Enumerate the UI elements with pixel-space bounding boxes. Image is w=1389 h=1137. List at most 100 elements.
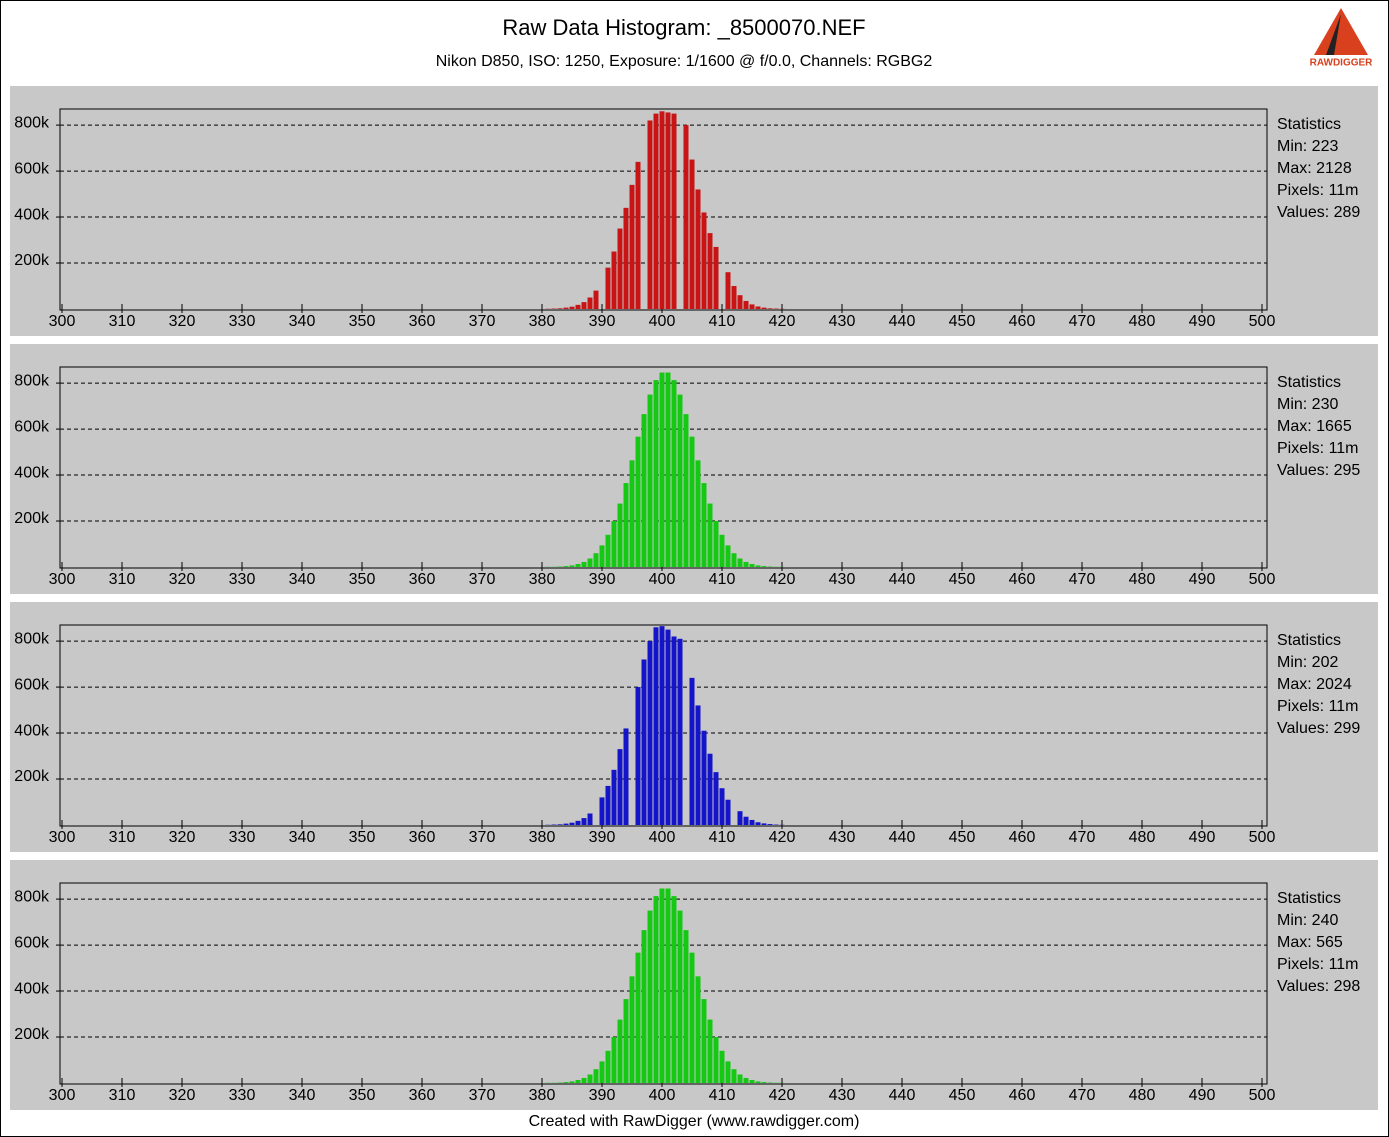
bar bbox=[713, 246, 719, 309]
bar bbox=[755, 1081, 761, 1083]
bar bbox=[635, 161, 641, 309]
bar bbox=[569, 306, 575, 309]
y-tick-label: 800k bbox=[14, 372, 50, 389]
x-tick-label: 350 bbox=[349, 313, 376, 330]
bar bbox=[647, 120, 653, 309]
bar bbox=[749, 819, 755, 825]
bar bbox=[683, 125, 689, 310]
bar bbox=[569, 822, 575, 825]
bar bbox=[677, 638, 683, 825]
bar bbox=[647, 394, 653, 567]
bar bbox=[701, 483, 707, 567]
bar bbox=[761, 566, 767, 567]
bar bbox=[659, 626, 665, 825]
bar bbox=[611, 769, 617, 825]
stats-text: Pixels: 11m bbox=[1277, 440, 1359, 457]
x-tick-label: 330 bbox=[229, 313, 256, 330]
x-tick-label: 440 bbox=[889, 829, 916, 846]
x-tick-label: 470 bbox=[1069, 1087, 1096, 1104]
x-tick-label: 360 bbox=[409, 571, 436, 588]
bar bbox=[563, 566, 569, 567]
x-tick-label: 370 bbox=[469, 829, 496, 846]
stats-text: Pixels: 11m bbox=[1277, 956, 1359, 973]
bar bbox=[719, 534, 725, 567]
bar bbox=[737, 811, 743, 825]
bar bbox=[575, 1080, 581, 1083]
x-tick-label: 380 bbox=[529, 313, 556, 330]
bar bbox=[611, 1037, 617, 1083]
bar bbox=[653, 896, 659, 1083]
x-tick-label: 390 bbox=[589, 829, 616, 846]
stats-text: Values: 299 bbox=[1277, 720, 1360, 737]
stats-text: Statistics bbox=[1277, 374, 1341, 391]
bar bbox=[629, 460, 635, 567]
x-tick-label: 370 bbox=[469, 313, 496, 330]
bar bbox=[749, 564, 755, 567]
x-tick-label: 460 bbox=[1009, 829, 1036, 846]
bar bbox=[671, 380, 677, 567]
logo-shape bbox=[1326, 14, 1341, 55]
x-tick-label: 310 bbox=[109, 571, 136, 588]
x-tick-label: 380 bbox=[529, 1087, 556, 1104]
bar bbox=[731, 553, 737, 567]
bar bbox=[659, 372, 665, 567]
stats-text: Values: 298 bbox=[1277, 978, 1360, 995]
bar bbox=[593, 553, 599, 567]
x-tick-label: 450 bbox=[949, 313, 976, 330]
x-tick-label: 340 bbox=[289, 571, 316, 588]
bar bbox=[617, 1019, 623, 1083]
bar bbox=[563, 1082, 569, 1083]
bar bbox=[725, 272, 731, 309]
x-tick-label: 310 bbox=[109, 313, 136, 330]
stats-text: Pixels: 11m bbox=[1277, 698, 1359, 715]
bar bbox=[581, 818, 587, 825]
x-tick-label: 390 bbox=[589, 313, 616, 330]
y-tick-label: 400k bbox=[14, 206, 50, 223]
bar bbox=[653, 113, 659, 309]
bar bbox=[725, 545, 731, 567]
bar bbox=[731, 286, 737, 309]
bar bbox=[587, 297, 593, 309]
bar bbox=[569, 565, 575, 567]
bar bbox=[617, 749, 623, 825]
bar bbox=[587, 1074, 593, 1083]
stats-text: Values: 295 bbox=[1277, 462, 1360, 479]
plot-frame bbox=[59, 882, 1268, 1085]
stats-text: Min: 230 bbox=[1277, 396, 1338, 413]
bar bbox=[605, 267, 611, 309]
y-tick-label: 200k bbox=[14, 1026, 50, 1043]
x-tick-label: 350 bbox=[349, 571, 376, 588]
x-tick-label: 410 bbox=[709, 1087, 736, 1104]
bar bbox=[689, 952, 695, 1083]
x-tick-label: 420 bbox=[769, 829, 796, 846]
logo-shape bbox=[1314, 8, 1368, 55]
bar bbox=[593, 1069, 599, 1083]
x-tick-label: 410 bbox=[709, 829, 736, 846]
bar bbox=[581, 561, 587, 567]
stats-text: Statistics bbox=[1277, 890, 1341, 907]
bar bbox=[755, 565, 761, 567]
stats-text: Statistics bbox=[1277, 116, 1341, 133]
bar bbox=[719, 1050, 725, 1083]
bar bbox=[689, 436, 695, 567]
x-tick-label: 440 bbox=[889, 1087, 916, 1104]
bar bbox=[581, 302, 587, 309]
x-tick-label: 300 bbox=[49, 313, 76, 330]
bar bbox=[683, 414, 689, 567]
x-tick-label: 400 bbox=[649, 1087, 676, 1104]
x-tick-label: 460 bbox=[1009, 313, 1036, 330]
chart-subtitle: Nikon D850, ISO: 1250, Exposure: 1/1600 … bbox=[436, 53, 933, 70]
bar bbox=[653, 627, 659, 825]
bar bbox=[689, 159, 695, 309]
x-tick-label: 430 bbox=[829, 1087, 856, 1104]
bar bbox=[719, 788, 725, 825]
y-tick-label: 800k bbox=[14, 630, 50, 647]
bar bbox=[623, 728, 629, 825]
bar bbox=[677, 394, 683, 567]
bar bbox=[749, 1080, 755, 1083]
bar bbox=[695, 976, 701, 1083]
x-tick-label: 320 bbox=[169, 1087, 196, 1104]
x-tick-label: 320 bbox=[169, 571, 196, 588]
bar bbox=[563, 823, 569, 825]
x-tick-label: 350 bbox=[349, 829, 376, 846]
